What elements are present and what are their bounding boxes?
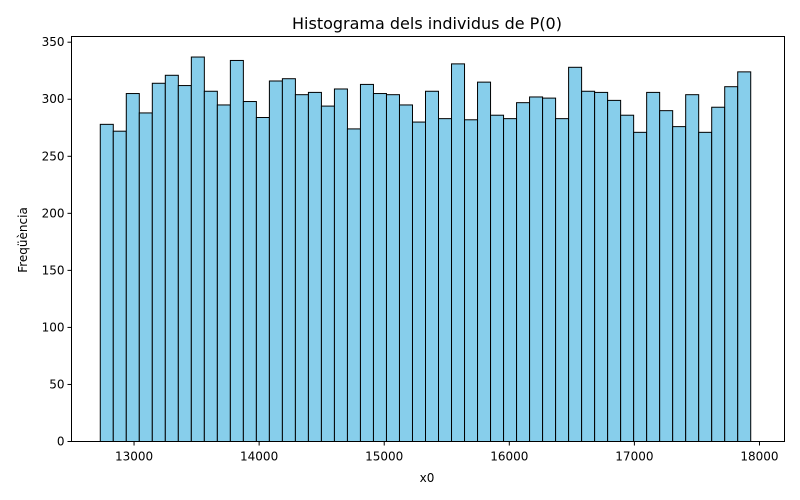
y-tick-label: 250 bbox=[42, 149, 65, 163]
histogram-bar bbox=[438, 118, 453, 443]
histogram-bar bbox=[359, 83, 374, 442]
histogram-bar bbox=[620, 114, 635, 442]
x-tick-label: 15000 bbox=[365, 450, 403, 464]
histogram-bar bbox=[542, 97, 557, 443]
x-tick-label: 14000 bbox=[240, 450, 278, 464]
histogram-bar bbox=[112, 130, 127, 442]
histogram-bar bbox=[372, 93, 387, 442]
histogram-bar bbox=[659, 110, 674, 442]
x-tick-label: 13000 bbox=[115, 450, 153, 464]
histogram-bar bbox=[281, 78, 296, 442]
y-tick-label: 300 bbox=[42, 92, 65, 106]
histogram-bar bbox=[125, 93, 140, 442]
histogram-bar bbox=[151, 82, 166, 442]
histogram-bar bbox=[594, 91, 609, 443]
y-axis-label: Freqüència bbox=[16, 207, 30, 273]
histogram-bar bbox=[698, 131, 713, 442]
histogram-bar bbox=[177, 85, 192, 442]
histogram-bar bbox=[255, 117, 270, 442]
histogram-bar bbox=[307, 91, 322, 443]
histogram-bar bbox=[242, 101, 257, 442]
histogram-bar bbox=[398, 104, 413, 442]
x-tick-label: 18000 bbox=[740, 450, 778, 464]
histogram-bar bbox=[190, 56, 205, 442]
histogram-bar bbox=[568, 66, 583, 442]
histogram-bar bbox=[294, 94, 309, 442]
histogram-bar bbox=[581, 90, 596, 443]
histogram-bar bbox=[464, 119, 479, 443]
histogram-bar bbox=[477, 81, 492, 443]
y-tick-label: 150 bbox=[42, 263, 65, 277]
bars-group bbox=[99, 56, 752, 443]
histogram-bar bbox=[346, 128, 361, 442]
histogram-bar bbox=[451, 63, 466, 443]
histogram-bar bbox=[164, 74, 179, 443]
plot-frame bbox=[71, 36, 785, 442]
histogram-bar bbox=[333, 88, 348, 442]
histogram-bar bbox=[411, 121, 426, 442]
histogram-bar bbox=[516, 102, 531, 443]
histogram-bar bbox=[724, 86, 739, 443]
y-axis: 0 50 100 150 200 250 300 350 bbox=[42, 35, 72, 449]
histogram-bar bbox=[529, 96, 544, 443]
histogram-bar bbox=[633, 131, 648, 442]
histogram-bar bbox=[646, 91, 661, 443]
x-tick-label: 16000 bbox=[490, 450, 528, 464]
y-tick-label: 100 bbox=[42, 320, 65, 334]
y-tick-label: 200 bbox=[42, 206, 65, 220]
histogram-bar bbox=[138, 112, 153, 443]
histogram-bar bbox=[685, 94, 700, 442]
histogram-bar bbox=[711, 106, 726, 442]
histogram-bar bbox=[99, 123, 114, 443]
histogram-bar bbox=[216, 104, 231, 442]
x-tick-label: 17000 bbox=[615, 450, 653, 464]
histogram-bar bbox=[203, 90, 218, 443]
histogram-bar bbox=[490, 114, 505, 442]
histogram-bar bbox=[268, 80, 283, 443]
histogram-bar bbox=[672, 126, 687, 442]
y-tick-label: 350 bbox=[42, 35, 65, 49]
y-tick-label: 0 bbox=[57, 435, 65, 449]
histogram-bar bbox=[320, 105, 335, 442]
histogram-bar bbox=[607, 99, 622, 442]
histogram-bar bbox=[424, 90, 440, 443]
x-axis-label: x0 bbox=[420, 471, 435, 485]
y-tick-label: 50 bbox=[49, 377, 64, 391]
histogram-bar bbox=[555, 118, 570, 443]
histogram-bar bbox=[737, 71, 752, 442]
chart-title: Histograma dels individus de P(0) bbox=[292, 14, 562, 33]
histogram-bar bbox=[229, 59, 244, 443]
histogram-bar bbox=[385, 94, 400, 442]
histogram-bar bbox=[503, 118, 518, 443]
x-axis: 13000 14000 15000 16000 17000 18000 bbox=[115, 441, 779, 464]
